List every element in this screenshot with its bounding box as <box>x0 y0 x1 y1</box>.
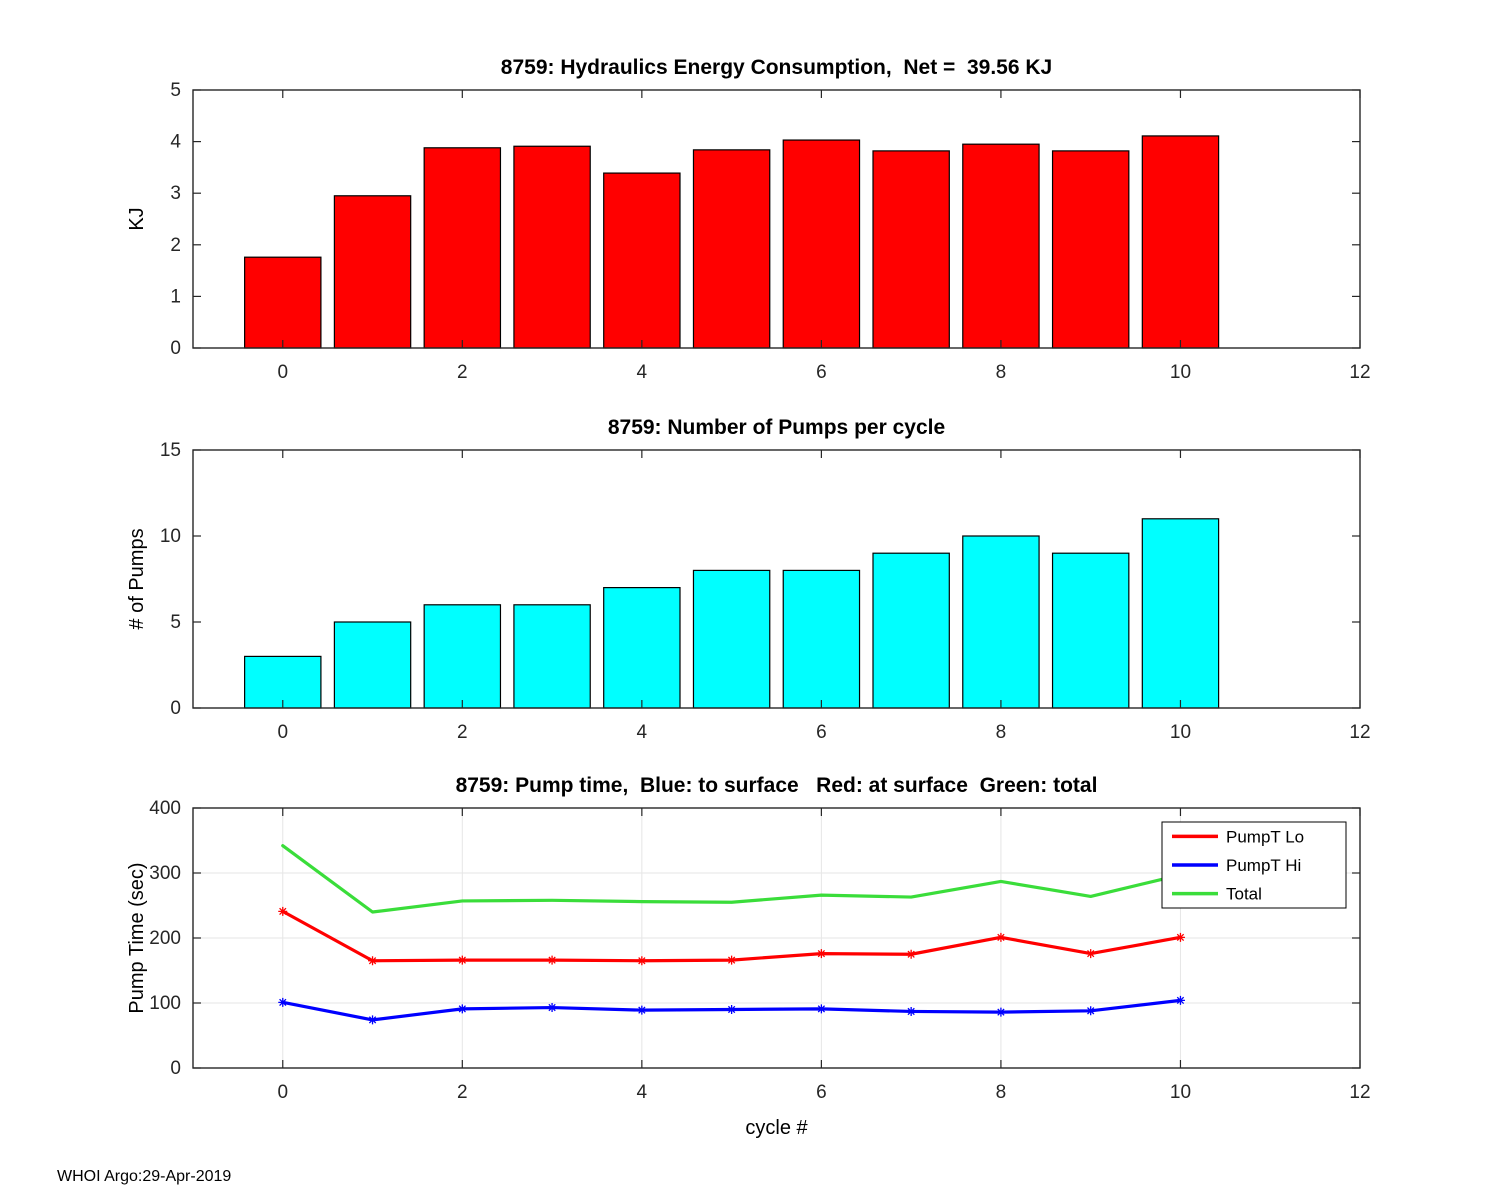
x-tick-label: 2 <box>457 722 468 740</box>
y-axis-label: Pump Time (sec) <box>126 862 148 1013</box>
x-tick-label: 0 <box>277 362 288 380</box>
y-tick-label: 1 <box>170 286 181 307</box>
bar <box>872 150 950 349</box>
bar <box>423 604 502 709</box>
y-tick-label: 3 <box>170 183 181 204</box>
bar <box>1051 150 1130 349</box>
bar <box>333 621 412 709</box>
marker-asterisk <box>547 955 557 965</box>
bar <box>962 143 1040 349</box>
bar <box>782 139 861 349</box>
marker-asterisk <box>906 1006 916 1016</box>
axes-box <box>192 449 1361 709</box>
bar <box>692 149 771 349</box>
marker-asterisk <box>727 1005 737 1014</box>
bar <box>872 552 950 709</box>
y-tick-label: 5 <box>170 612 181 633</box>
y-tick-label: 0 <box>170 698 181 719</box>
legend-label: Total <box>1226 885 1262 904</box>
x-tick-label: 6 <box>816 1082 827 1103</box>
y-tick-label: 400 <box>149 798 181 819</box>
y-tick-label: 300 <box>149 863 181 884</box>
bar <box>244 655 322 709</box>
legend-label: PumpT Lo <box>1226 827 1304 846</box>
bar <box>782 569 861 709</box>
marker-asterisk <box>1086 949 1096 959</box>
x-axis-label: cycle # <box>745 1117 808 1139</box>
legend-label: PumpT Hi <box>1226 856 1301 875</box>
y-tick-label: 0 <box>170 338 181 359</box>
x-tick-label: 8 <box>996 722 1007 740</box>
marker-asterisk <box>906 949 916 959</box>
marker-asterisk <box>457 1004 467 1014</box>
bar <box>513 604 591 709</box>
y-tick-label: 4 <box>170 132 181 153</box>
x-tick-label: 8 <box>996 362 1007 380</box>
x-tick-label: 4 <box>637 722 648 740</box>
y-tick-label: 200 <box>149 928 181 949</box>
marker-asterisk <box>1175 995 1185 1005</box>
marker-asterisk <box>637 956 647 966</box>
x-tick-label: 6 <box>816 362 827 380</box>
footer-caption: WHOI Argo:29-Apr-2019 <box>57 1168 232 1185</box>
marker-asterisk <box>727 955 737 965</box>
bar <box>1051 552 1130 709</box>
marker-asterisk <box>547 1003 557 1013</box>
pumps-chart-title: 8759: Number of Pumps per cycle <box>607 416 946 439</box>
marker-asterisk <box>637 1005 647 1015</box>
bar <box>423 147 502 349</box>
series-line-total <box>281 844 1183 914</box>
marker-asterisk <box>457 955 467 965</box>
x-tick-label: 10 <box>1170 362 1191 380</box>
marker-asterisk <box>996 1007 1006 1017</box>
y-tick-label: 100 <box>149 993 181 1014</box>
bar <box>603 587 681 709</box>
energy-chart-title: 8759: Hydraulics Energy Consumption, Net… <box>500 56 1053 79</box>
marker-asterisk <box>278 906 288 916</box>
x-tick-label: 12 <box>1349 722 1370 740</box>
x-tick-label: 8 <box>996 1082 1007 1103</box>
bar <box>603 172 681 349</box>
bar <box>962 535 1040 709</box>
y-tick-label: 0 <box>170 1058 181 1079</box>
x-tick-label: 10 <box>1170 722 1191 740</box>
marker-asterisk <box>1175 932 1185 942</box>
x-tick-label: 2 <box>457 362 468 380</box>
bar <box>692 569 771 709</box>
x-tick-label: 10 <box>1170 1082 1191 1103</box>
marker-asterisk <box>816 1004 826 1014</box>
y-axis-label: KJ <box>126 207 148 230</box>
y-tick-label: 15 <box>160 440 181 461</box>
x-tick-label: 12 <box>1349 362 1370 380</box>
x-tick-label: 2 <box>457 1082 468 1103</box>
x-tick-label: 12 <box>1349 1082 1370 1103</box>
bar <box>244 256 322 349</box>
x-tick-label: 4 <box>637 362 648 380</box>
x-tick-label: 0 <box>277 722 288 740</box>
axes-box <box>192 89 1361 349</box>
marker-asterisk <box>816 949 826 959</box>
marker-asterisk <box>368 956 378 966</box>
y-tick-label: 5 <box>170 80 181 101</box>
bar <box>513 145 591 349</box>
x-tick-label: 4 <box>637 1082 648 1103</box>
y-tick-label: 2 <box>170 235 181 256</box>
bar <box>1141 135 1220 349</box>
y-axis-label: # of Pumps <box>126 528 148 629</box>
marker-asterisk <box>278 997 288 1007</box>
pump-time-chart-title: 8759: Pump time, Blue: to surface Red: a… <box>455 774 1098 797</box>
marker-asterisk <box>1086 1006 1096 1016</box>
marker-asterisk <box>996 932 1006 942</box>
marker-asterisk <box>368 1015 378 1025</box>
x-tick-label: 0 <box>277 1082 288 1103</box>
y-tick-label: 10 <box>160 526 181 547</box>
x-tick-label: 6 <box>816 722 827 740</box>
pump-time-line-chart: 0 2 4 6 8 10 12 0 100 200 300 400 Pump Time (sec) cyc… <box>126 798 1371 1139</box>
pumps-per-cycle-bar-chart: 0 2 4 6 8 10 12 0 5 10 15 # of Pumps <box>126 440 1371 740</box>
bar <box>333 195 412 349</box>
bar <box>1141 518 1220 709</box>
